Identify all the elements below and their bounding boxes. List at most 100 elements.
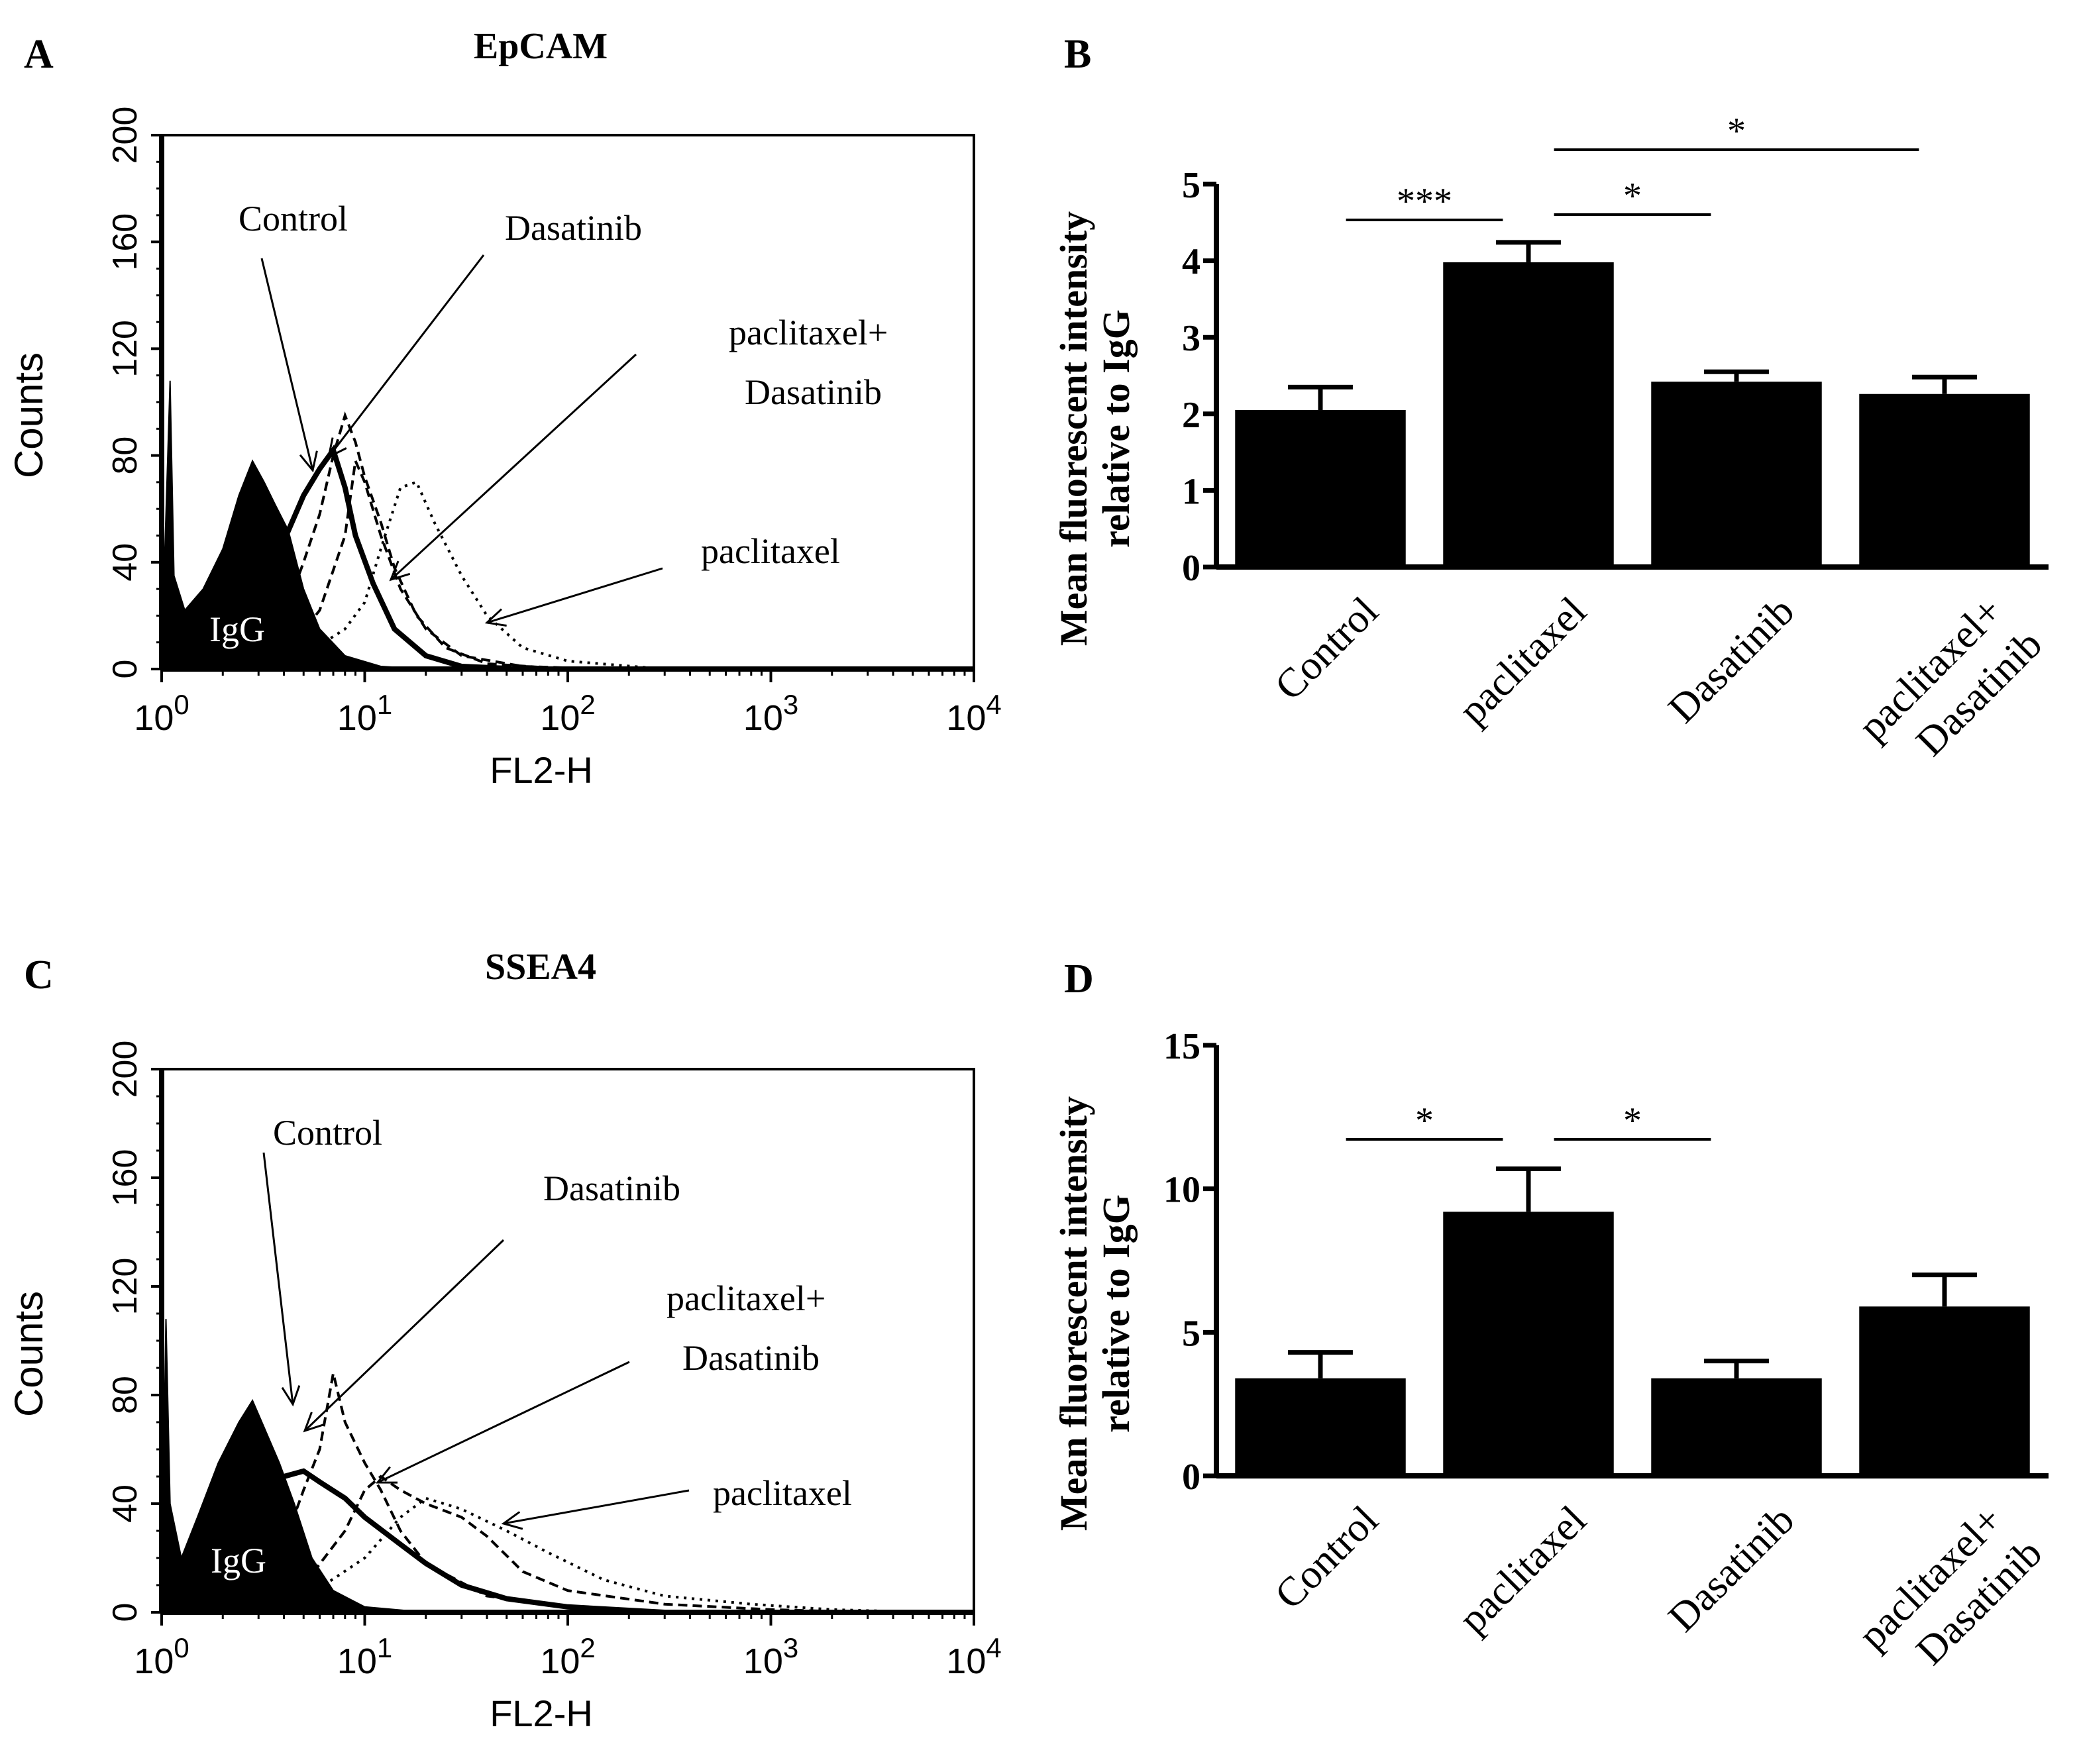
series-control xyxy=(160,444,523,672)
panel-letter: B xyxy=(1064,32,1091,77)
y-tick-label: 160 xyxy=(106,213,144,271)
x-tick-exponent: 3 xyxy=(783,689,798,720)
arrow-head xyxy=(375,1466,398,1484)
y-axis-label: Mean fluorescent intensityrelative to Ig… xyxy=(1052,1096,1138,1531)
y-tick-label: 0 xyxy=(1182,1457,1201,1498)
annotation-igg: IgG xyxy=(209,609,265,649)
panel-letter: C xyxy=(24,953,54,998)
pointer-line xyxy=(260,258,314,471)
x-tick-exponent: 0 xyxy=(174,689,189,720)
arrow-head xyxy=(299,450,318,473)
x-tick-exponent: 4 xyxy=(986,689,1001,720)
bar xyxy=(1235,1378,1406,1476)
x-tick-base: 10 xyxy=(337,1641,377,1681)
y-tick-label: 120 xyxy=(106,320,144,378)
y-axis-label: Mean fluorescent intensityrelative to Ig… xyxy=(1052,211,1138,646)
y-axis-label-line-1: Mean fluorescent intensity xyxy=(1052,211,1095,646)
annotation-paclitaxel-dasatinib-line1: paclitaxel+ xyxy=(667,1278,826,1318)
x-tick-label: 100 xyxy=(134,1632,189,1681)
bar xyxy=(1651,1378,1822,1476)
series-paclitaxel-dasatinib xyxy=(161,1475,868,1614)
y-tick-label: 2 xyxy=(1182,395,1201,436)
y-tick-label: 200 xyxy=(106,107,144,164)
chart-title: EpCAM xyxy=(474,26,608,67)
x-tick-label: 102 xyxy=(540,689,595,738)
x-tick-label: 103 xyxy=(743,689,798,738)
arrow-head xyxy=(327,437,347,459)
x-axis-label: FL2-H xyxy=(490,749,593,791)
series-dasatinib xyxy=(161,411,568,670)
y-tick-label: 15 xyxy=(1163,1026,1201,1067)
series-paclitaxel-dasatinib xyxy=(161,456,604,670)
y-tick-label: 5 xyxy=(1182,1313,1201,1354)
panel-letter: A xyxy=(24,32,54,77)
y-tick-label: 160 xyxy=(106,1149,144,1207)
x-tick-label: 101 xyxy=(337,689,392,738)
bar xyxy=(1235,410,1406,567)
annotation-paclitaxel-dasatinib-line1: paclitaxel+ xyxy=(729,313,888,352)
y-axis-label-line-2: relative to IgG xyxy=(1094,309,1138,548)
y-tick-label: 80 xyxy=(106,1376,144,1414)
significance-label: * xyxy=(1415,1100,1434,1141)
x-tick-exponent: 2 xyxy=(580,689,595,720)
y-tick-label: 200 xyxy=(106,1041,144,1098)
x-axis-label: FL2-H xyxy=(490,1692,593,1734)
y-axis-label-line-1: Mean fluorescent intensity xyxy=(1052,1096,1095,1531)
x-tick-base: 10 xyxy=(946,698,986,738)
x-tick-exponent: 4 xyxy=(986,1632,1001,1663)
annotation-paclitaxel-dasatinib-line2: Dasatinib xyxy=(682,1338,820,1378)
chart-title: SSEA4 xyxy=(485,947,596,988)
arrow-head xyxy=(281,1385,301,1407)
y-tick-label: 3 xyxy=(1182,318,1201,359)
x-tick-exponent: 1 xyxy=(377,1632,392,1663)
x-tick-base: 10 xyxy=(540,698,580,738)
series-igg xyxy=(161,380,426,670)
arrow-head xyxy=(484,608,507,627)
y-tick-label: 0 xyxy=(106,1603,144,1622)
y-tick-label: 0 xyxy=(1182,548,1201,589)
annotation-paclitaxel: paclitaxel xyxy=(713,1473,852,1513)
x-tick-label: 101 xyxy=(337,1632,392,1681)
x-tick-label: 103 xyxy=(743,1632,798,1681)
x-tick-base: 10 xyxy=(946,1641,986,1681)
bar xyxy=(1859,1306,2030,1476)
y-tick-label: 0 xyxy=(106,660,144,679)
significance-label: * xyxy=(1727,111,1746,152)
annotation-paclitaxel: paclitaxel xyxy=(701,531,840,571)
pointer-line xyxy=(390,353,637,581)
x-tick-label: 104 xyxy=(946,689,1001,738)
annotation-dasatinib: Dasatinib xyxy=(505,208,642,248)
pointer-line xyxy=(303,1239,505,1432)
series-paclitaxel xyxy=(161,480,665,670)
y-tick-label: 120 xyxy=(106,1258,144,1316)
pointer-line xyxy=(377,1361,630,1484)
y-tick-label: 10 xyxy=(1163,1170,1201,1211)
y-tick-label: 80 xyxy=(106,437,144,475)
x-tick-exponent: 1 xyxy=(377,689,392,720)
y-axis-label: Counts xyxy=(7,1291,51,1417)
bar xyxy=(1443,262,1614,567)
x-tick-base: 10 xyxy=(337,698,377,738)
arrow-head xyxy=(303,1412,324,1433)
arrow-head xyxy=(501,1511,523,1530)
x-tick-label: 100 xyxy=(134,689,189,738)
panel-letter: D xyxy=(1064,957,1094,1002)
bar xyxy=(1651,382,1822,567)
series-dasatinib xyxy=(161,1373,665,1614)
annotation-paclitaxel-dasatinib-line2: Dasatinib xyxy=(745,372,882,412)
x-tick-label: 102 xyxy=(540,1632,595,1681)
y-axis-label: Counts xyxy=(7,352,51,478)
annotation-igg: IgG xyxy=(211,1541,266,1581)
x-tick-base: 10 xyxy=(743,1641,783,1681)
series-igg xyxy=(161,1319,426,1613)
pointer-line xyxy=(503,1489,690,1525)
annotation-control: Control xyxy=(239,199,348,238)
bar xyxy=(1443,1212,1614,1476)
y-tick-label: 4 xyxy=(1182,242,1201,283)
x-tick-exponent: 3 xyxy=(783,1632,798,1663)
significance-label: * xyxy=(1623,176,1642,217)
x-tick-base: 10 xyxy=(134,698,174,738)
